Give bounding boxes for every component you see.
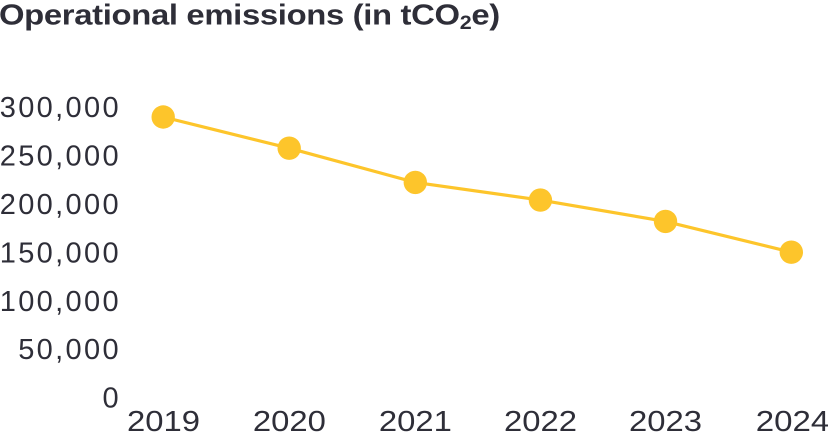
svg-text:50,000: 50,000	[18, 334, 121, 366]
svg-text:2019: 2019	[127, 406, 200, 433]
svg-text:250,000: 250,000	[0, 140, 121, 172]
svg-text:2024: 2024	[756, 406, 828, 433]
svg-text:Operational emissions (in tCO2: Operational emissions (in tCO2e)	[0, 0, 500, 34]
svg-text:300,000: 300,000	[0, 92, 121, 124]
svg-text:150,000: 150,000	[0, 237, 121, 269]
svg-text:0: 0	[103, 383, 121, 415]
svg-text:2023: 2023	[629, 406, 702, 433]
svg-text:2020: 2020	[253, 406, 326, 433]
svg-text:200,000: 200,000	[0, 189, 121, 221]
svg-text:100,000: 100,000	[0, 286, 121, 318]
svg-text:2021: 2021	[379, 406, 452, 433]
svg-text:2022: 2022	[504, 406, 577, 433]
